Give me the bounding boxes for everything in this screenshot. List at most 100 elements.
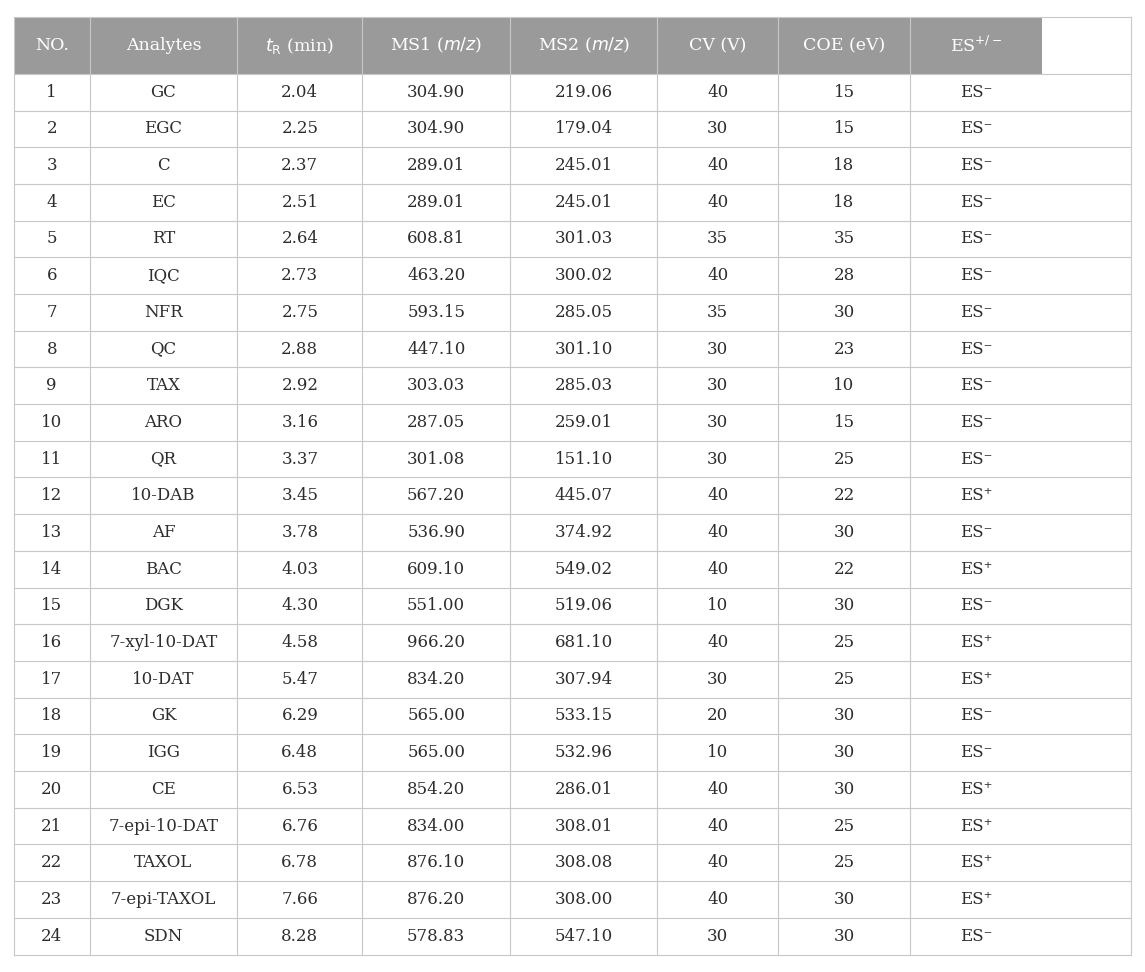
Text: 445.07: 445.07 [554, 487, 613, 504]
Text: 17: 17 [41, 671, 62, 688]
Bar [363, 184, 510, 221]
Text: ES⁻: ES⁻ [960, 304, 992, 321]
Text: 3: 3 [47, 157, 57, 174]
Text: 18: 18 [41, 708, 62, 724]
Bar [363, 882, 510, 918]
Bar [510, 551, 657, 587]
Text: 30: 30 [708, 377, 728, 395]
Text: 30: 30 [834, 891, 854, 908]
Bar [14, 221, 89, 258]
Bar [657, 477, 779, 514]
Bar [510, 184, 657, 221]
Text: ES⁻: ES⁻ [960, 451, 992, 468]
Text: 6.76: 6.76 [282, 817, 318, 835]
Bar [363, 735, 510, 771]
Bar [237, 845, 363, 882]
Bar [89, 111, 237, 148]
Text: ES⁻: ES⁻ [960, 927, 992, 945]
Text: GC: GC [151, 84, 176, 101]
Bar [657, 404, 779, 441]
Text: RT: RT [152, 230, 175, 248]
Text: 30: 30 [834, 745, 854, 761]
Text: 5.47: 5.47 [282, 671, 318, 688]
Text: 536.90: 536.90 [408, 524, 465, 541]
Text: 3.78: 3.78 [282, 524, 318, 541]
Bar [779, 587, 910, 624]
Text: 286.01: 286.01 [554, 781, 613, 798]
Bar [237, 661, 363, 698]
Text: ES⁻: ES⁻ [960, 524, 992, 541]
Text: NFR: NFR [144, 304, 183, 321]
Bar [510, 74, 657, 111]
Bar [657, 294, 779, 330]
Text: 8.28: 8.28 [282, 927, 318, 945]
Bar [14, 258, 89, 294]
Bar [910, 477, 1042, 514]
Bar [89, 367, 237, 404]
Text: 300.02: 300.02 [554, 267, 613, 284]
Bar [363, 294, 510, 330]
Text: 2.92: 2.92 [282, 377, 318, 395]
Text: TAX: TAX [147, 377, 181, 395]
Bar [779, 404, 910, 441]
Bar [779, 367, 910, 404]
Text: $t_\mathrm{R}$ (min): $t_\mathrm{R}$ (min) [266, 36, 334, 55]
Text: 6.78: 6.78 [282, 854, 318, 871]
Text: 25: 25 [834, 817, 854, 835]
Bar [237, 148, 363, 184]
Text: 10: 10 [708, 598, 728, 614]
Text: 6: 6 [47, 267, 57, 284]
Bar [14, 845, 89, 882]
Text: 303.03: 303.03 [406, 377, 465, 395]
Text: 593.15: 593.15 [408, 304, 465, 321]
Bar [363, 330, 510, 367]
Bar [237, 771, 363, 808]
Bar [14, 148, 89, 184]
Text: 18: 18 [834, 157, 854, 174]
Text: 609.10: 609.10 [408, 561, 465, 577]
Text: 35: 35 [708, 304, 728, 321]
Bar [510, 735, 657, 771]
Text: 519.06: 519.06 [554, 598, 613, 614]
Bar [779, 330, 910, 367]
Text: 40: 40 [708, 84, 728, 101]
Bar [779, 808, 910, 845]
Text: IGG: IGG [147, 745, 180, 761]
Bar [510, 294, 657, 330]
Bar [237, 551, 363, 587]
Text: 6.29: 6.29 [282, 708, 318, 724]
Text: SDN: SDN [144, 927, 183, 945]
Text: 30: 30 [834, 598, 854, 614]
Bar [89, 514, 237, 551]
Bar [89, 845, 237, 882]
Text: 22: 22 [834, 561, 854, 577]
Text: IQC: IQC [147, 267, 180, 284]
Bar [910, 111, 1042, 148]
Bar [779, 771, 910, 808]
Text: 151.10: 151.10 [554, 451, 613, 468]
Text: ES$^{+/-}$: ES$^{+/-}$ [950, 36, 1002, 55]
Text: ES⁻: ES⁻ [960, 84, 992, 101]
Bar [657, 258, 779, 294]
Bar [14, 808, 89, 845]
Bar [89, 771, 237, 808]
Text: 25: 25 [834, 634, 854, 651]
Bar [657, 624, 779, 661]
Text: 7-epi-TAXOL: 7-epi-TAXOL [111, 891, 216, 908]
Bar [779, 698, 910, 735]
Bar [363, 111, 510, 148]
Text: CE: CE [151, 781, 176, 798]
Bar [657, 514, 779, 551]
Text: 463.20: 463.20 [406, 267, 465, 284]
Text: 10: 10 [708, 745, 728, 761]
Bar [14, 367, 89, 404]
Text: 20: 20 [41, 781, 62, 798]
Text: 179.04: 179.04 [554, 121, 613, 137]
Text: 532.96: 532.96 [554, 745, 613, 761]
Text: 2.75: 2.75 [282, 304, 318, 321]
Text: 22: 22 [834, 487, 854, 504]
Bar [910, 258, 1042, 294]
Bar [510, 771, 657, 808]
Bar [657, 661, 779, 698]
Text: ES⁻: ES⁻ [960, 121, 992, 137]
